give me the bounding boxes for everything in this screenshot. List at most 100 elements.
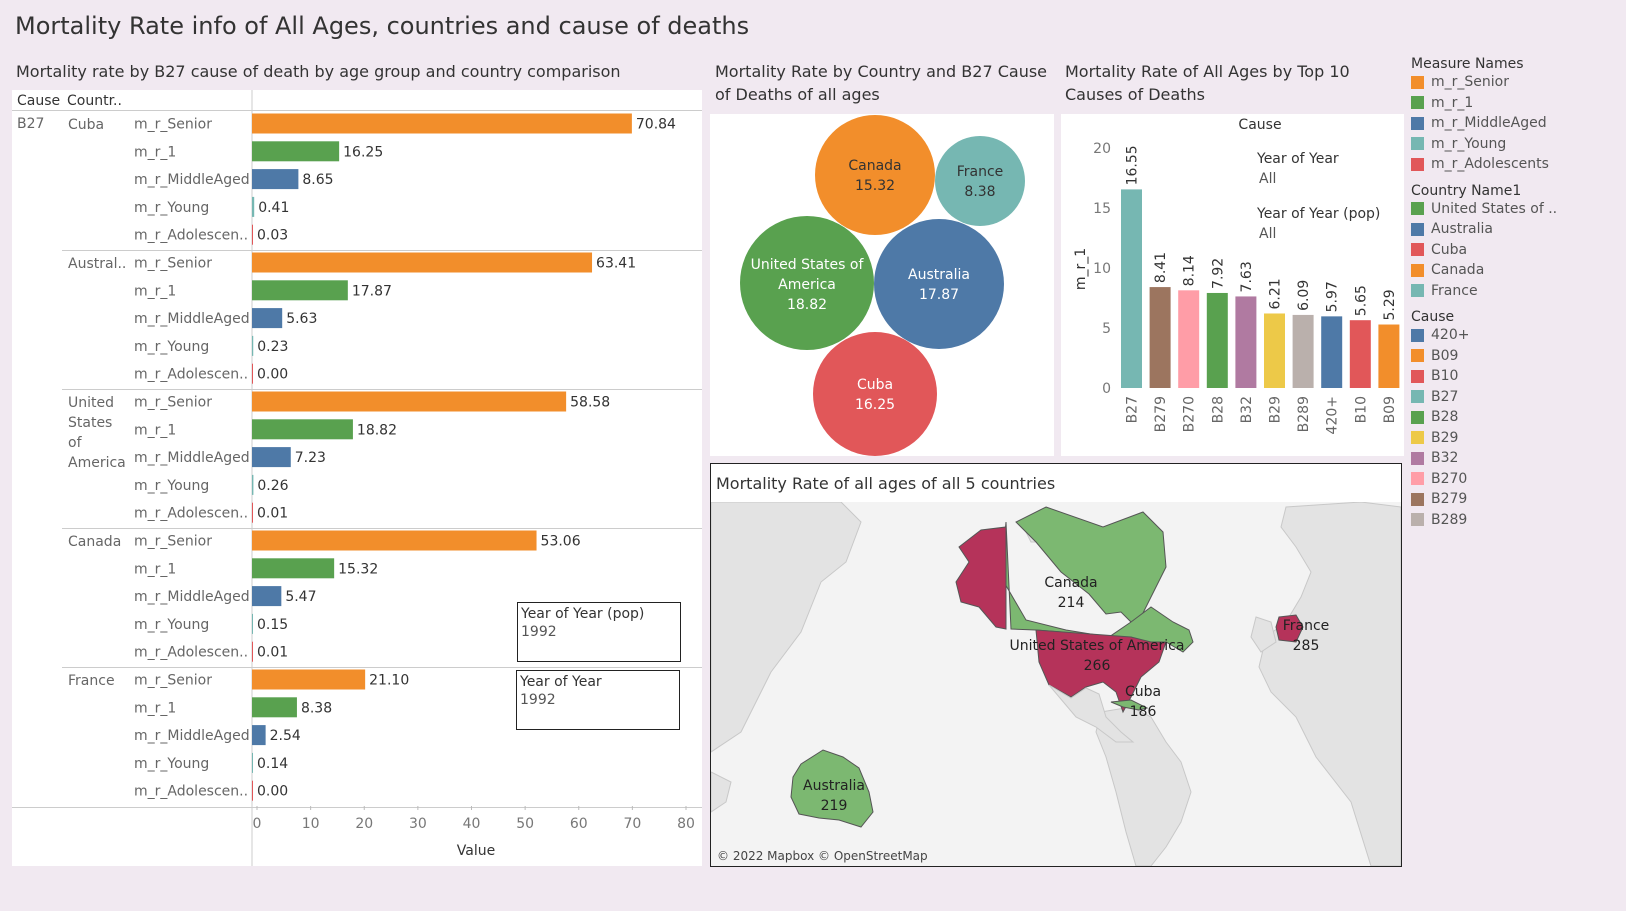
bubble-united-states-of-america[interactable] <box>740 216 874 350</box>
bar-canada-m_r_young[interactable] <box>252 613 253 634</box>
color-swatch <box>1411 472 1424 486</box>
color-swatch <box>1411 75 1424 89</box>
map-sheet-title: Mortality Rate of all ages of all 5 coun… <box>716 474 1056 493</box>
legend-cause-item[interactable]: B09 <box>1411 346 1621 367</box>
legend-country-item[interactable]: Canada <box>1411 260 1621 281</box>
bubble-cuba[interactable] <box>813 332 937 456</box>
legend-measure-item[interactable]: m_r_Young <box>1411 134 1621 155</box>
age-group-bar-chart[interactable]: Cause Countr.. B27 Cuba m_r_Senior 70.84 m_r_1… <box>12 90 702 866</box>
legend-country-item[interactable]: Australia <box>1411 219 1621 240</box>
bar-cause-b27[interactable] <box>1121 189 1142 388</box>
map-shape-alaska[interactable] <box>955 526 1007 630</box>
legend-cause-item[interactable]: B289 <box>1411 510 1621 531</box>
bar-cause-b29[interactable] <box>1264 313 1285 388</box>
bar-cause-b279[interactable] <box>1149 287 1171 388</box>
bar-united-states-of-america-m_r_1[interactable] <box>252 419 353 440</box>
bar-cause-b10[interactable] <box>1349 320 1371 388</box>
bar-canada-m_r_adolescents[interactable] <box>252 641 253 662</box>
legend-measure-item[interactable]: m_r_Adolescents <box>1411 154 1621 175</box>
bar-value-label: 0.00 <box>257 784 288 800</box>
legend-label: m_r_Adolescents <box>1431 156 1549 173</box>
bar-value-label: 8.41 <box>1153 252 1169 283</box>
legend-cause-item[interactable]: B270 <box>1411 469 1621 490</box>
bar-cuba-m_r_senior[interactable] <box>252 113 632 134</box>
legend-label: B32 <box>1431 450 1459 467</box>
bar-cuba-m_r_adolescents[interactable] <box>252 224 253 245</box>
y-tick-label: 0 <box>1102 381 1111 397</box>
bar-australia-m_r_adolescents[interactable] <box>252 363 253 384</box>
bar-cause-420plus[interactable] <box>1321 316 1343 388</box>
bar-france-m_r_young[interactable] <box>252 752 253 773</box>
legend-country-item[interactable]: France <box>1411 281 1621 302</box>
bar-united-states-of-america-m_r_middleaged[interactable] <box>252 447 291 468</box>
bar-united-states-of-america-m_r_senior[interactable] <box>252 391 567 412</box>
bar-canada-m_r_1[interactable] <box>252 558 335 579</box>
map-label: United States of America <box>1010 638 1185 654</box>
legend-measure-item[interactable]: m_r_1 <box>1411 93 1621 114</box>
legend-cause-item[interactable]: B29 <box>1411 428 1621 449</box>
bar-france-m_r_1[interactable] <box>252 697 297 718</box>
filter-card-year-pop[interactable]: Year of Year (pop) 1992 <box>517 602 681 662</box>
bubble-label: Cuba <box>857 377 893 393</box>
legend-measure-item[interactable]: m_r_Senior <box>1411 72 1621 93</box>
legend-label: m_r_Young <box>1431 135 1507 152</box>
bar-united-states-of-america-m_r_adolescents[interactable] <box>252 502 253 523</box>
bar-australia-m_r_young[interactable] <box>252 335 254 356</box>
country-label: Austral.. <box>68 256 126 272</box>
bar-cause-b28[interactable] <box>1206 292 1228 388</box>
measure-label: m_r_Senior <box>134 673 212 689</box>
map-label: France <box>1283 618 1330 634</box>
legend-country-item[interactable]: Cuba <box>1411 240 1621 261</box>
bar-australia-m_r_middleaged[interactable] <box>252 308 283 329</box>
top-causes-bar-chart[interactable]: Cause m_r_1 0 5 10 15 20 Year of Year All Year of… <box>1061 114 1404 456</box>
measure-label: m_r_Adolescen.. <box>134 645 248 661</box>
axis-tick-label: 40 <box>463 816 481 832</box>
map-shape-cuba[interactable] <box>1110 699 1149 711</box>
measure-label: m_r_MiddleAged <box>134 172 250 188</box>
bar-value-label: 53.06 <box>541 534 581 550</box>
bar-cause-b32[interactable] <box>1235 296 1257 388</box>
bubble-australia[interactable] <box>874 219 1004 349</box>
bar-cuba-m_r_middleaged[interactable] <box>252 169 299 190</box>
bar-value-label: 0.26 <box>257 478 288 494</box>
color-swatch <box>1411 492 1424 506</box>
bar-canada-m_r_senior[interactable] <box>252 530 537 551</box>
x-tick-label: B10 <box>1353 396 1369 423</box>
bar-cause-b09[interactable] <box>1378 324 1400 388</box>
filter-label: Year of Year (pop) <box>521 606 645 622</box>
x-tick-label: B289 <box>1296 396 1312 432</box>
map-shape-australia[interactable] <box>790 749 874 828</box>
bar-canada-m_r_middleaged[interactable] <box>252 586 282 607</box>
y-tick-label: 15 <box>1093 201 1111 217</box>
legend-cause-item[interactable]: B32 <box>1411 448 1621 469</box>
world-map[interactable]: Canada 214 United States of America 266 Cuba… <box>711 502 1401 866</box>
bar-value-label: 18.82 <box>357 422 397 438</box>
legend-cause-item[interactable]: B28 <box>1411 407 1621 428</box>
bar-cause-b289[interactable] <box>1292 314 1314 388</box>
bubble-value: 8.38 <box>964 184 995 200</box>
legend-cause-item[interactable]: 420+ <box>1411 325 1621 346</box>
bar-cause-b270[interactable] <box>1178 290 1200 388</box>
bubble-canada[interactable] <box>815 115 935 235</box>
bar-australia-m_r_senior[interactable] <box>252 252 593 273</box>
legend-cause-item[interactable]: B27 <box>1411 387 1621 408</box>
bar-france-m_r_middleaged[interactable] <box>252 725 266 746</box>
bar-united-states-of-america-m_r_young[interactable] <box>252 474 254 495</box>
bar-australia-m_r_1[interactable] <box>252 280 348 301</box>
measure-label: m_r_Young <box>134 478 209 494</box>
legend-cause-item[interactable]: B10 <box>1411 366 1621 387</box>
legend-measure-item[interactable]: m_r_MiddleAged <box>1411 113 1621 134</box>
bar-france-m_r_senior[interactable] <box>252 669 366 690</box>
map-shape-france[interactable] <box>1275 614 1304 643</box>
bar-cuba-m_r_young[interactable] <box>252 196 255 217</box>
country-bubble-chart[interactable]: Canada 15.32 France 8.38 United States of Ame… <box>710 114 1054 456</box>
bubble-france[interactable] <box>935 136 1025 226</box>
color-swatch <box>1411 369 1424 383</box>
bar-cuba-m_r_1[interactable] <box>252 141 340 162</box>
legend-cause-item[interactable]: B279 <box>1411 489 1621 510</box>
legend-country-item[interactable]: United States of .. <box>1411 199 1621 220</box>
bar-france-m_r_adolescents[interactable] <box>252 780 253 801</box>
country-label: Canada <box>68 534 121 550</box>
filter-card-year[interactable]: Year of Year 1992 <box>516 670 680 730</box>
bar-value-label: 0.41 <box>258 200 289 216</box>
